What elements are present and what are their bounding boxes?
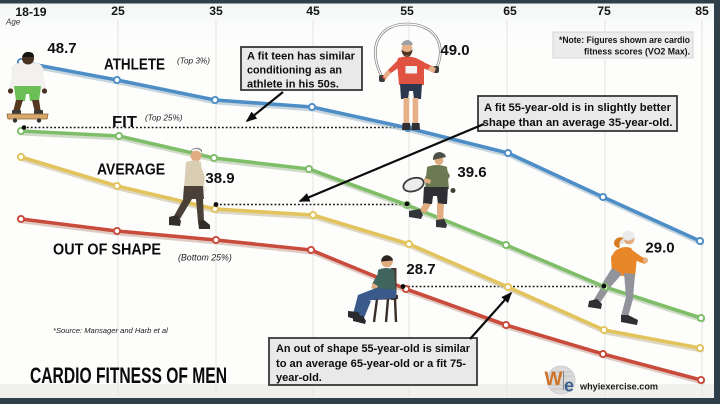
svg-text:shape than an average 35-year-: shape than an average 35-year-old. [483,117,673,129]
svg-text:fitness scores (VO2 Max).: fitness scores (VO2 Max). [584,47,690,57]
svg-text:(Top 25%): (Top 25%) [145,114,183,123]
svg-text:55: 55 [400,4,414,18]
svg-text:athlete in his 50s.: athlete in his 50s. [247,79,339,91]
svg-text:OUT OF SHAPE: OUT OF SHAPE [53,242,161,259]
svg-text:45: 45 [306,4,320,18]
svg-text:29.0: 29.0 [645,240,674,257]
svg-text:year-old.: year-old. [276,372,322,384]
svg-text:whyiexercise.com: whyiexercise.com [579,382,658,392]
svg-text:49.0: 49.0 [440,42,469,59]
svg-text:conditioning as an: conditioning as an [247,65,342,77]
svg-text:*Source: Mansager and Harb et: *Source: Mansager and Harb et al [53,326,168,335]
svg-text:(Bottom 25%): (Bottom 25%) [178,253,232,263]
svg-text:W: W [545,369,563,390]
svg-text:39.6: 39.6 [457,164,486,181]
svg-text:38.9: 38.9 [205,170,234,187]
svg-text:to an average 65-year-old or a: to an average 65-year-old or a fit 75- [276,358,466,370]
svg-text:*Note: Figures shown are cardi: *Note: Figures shown are cardio [559,35,690,45]
svg-text:A fit teen has similar: A fit teen has similar [247,51,356,63]
svg-text:75: 75 [597,4,611,18]
svg-text:48.7: 48.7 [47,40,76,57]
svg-text:35: 35 [209,4,223,18]
svg-text:e: e [564,376,574,396]
svg-text:Age: Age [5,18,21,27]
svg-text:A fit 55-year-old is in slight: A fit 55-year-old is in slightly better [484,102,672,114]
svg-text:An out of shape 55-year-old is: An out of shape 55-year-old is similar [276,343,471,355]
svg-text:65: 65 [503,4,517,18]
svg-text:28.7: 28.7 [406,261,435,278]
svg-text:FIT: FIT [112,114,137,131]
svg-text:ATHLETE: ATHLETE [104,57,165,74]
svg-text:(Top 3%): (Top 3%) [177,57,210,66]
svg-text:25: 25 [111,4,125,18]
svg-text:18-19: 18-19 [15,5,46,19]
svg-text:85: 85 [695,4,709,18]
svg-text:AVERAGE: AVERAGE [97,162,165,179]
svg-text:CARDIO FITNESS OF MEN: CARDIO FITNESS OF MEN [30,363,227,388]
